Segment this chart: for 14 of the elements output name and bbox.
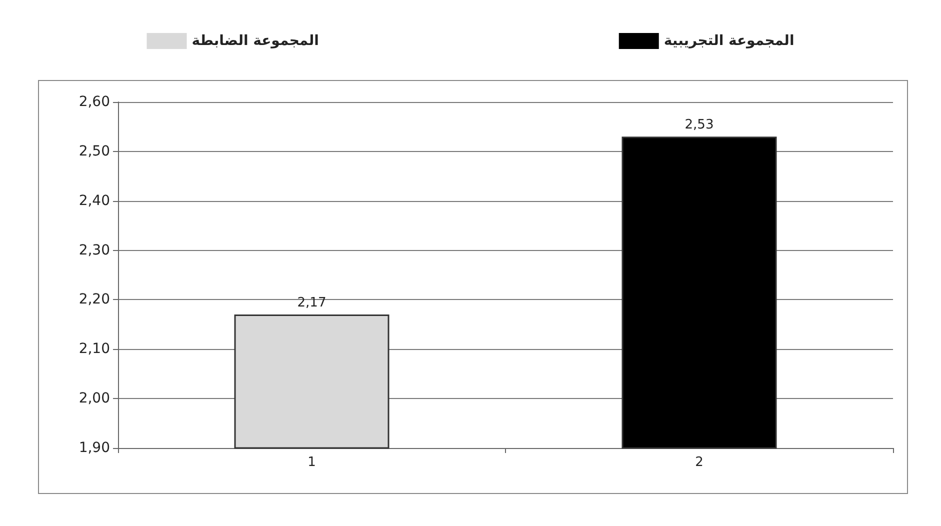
x-tick-label: 1 [308,455,316,470]
y-tick-label: 2,60 [78,94,110,110]
x-tick-label: 2 [695,455,704,470]
y-tick-label: 1,90 [78,440,110,456]
y-tick-label: 2,00 [78,390,110,407]
data-label: 2,53 [684,118,714,133]
data-label: 2,17 [297,296,326,311]
legend-label: المجموعة الضابطة [192,33,319,49]
y-tick-label: 2,50 [78,143,110,160]
y-tick-label: 2,40 [78,192,110,209]
y-tick-label: 2,20 [78,292,110,308]
y-tick-label: 2,30 [78,242,110,258]
legend-label: المجموعة التجريبية [664,33,794,49]
y-tick-label: 2,10 [78,341,110,358]
